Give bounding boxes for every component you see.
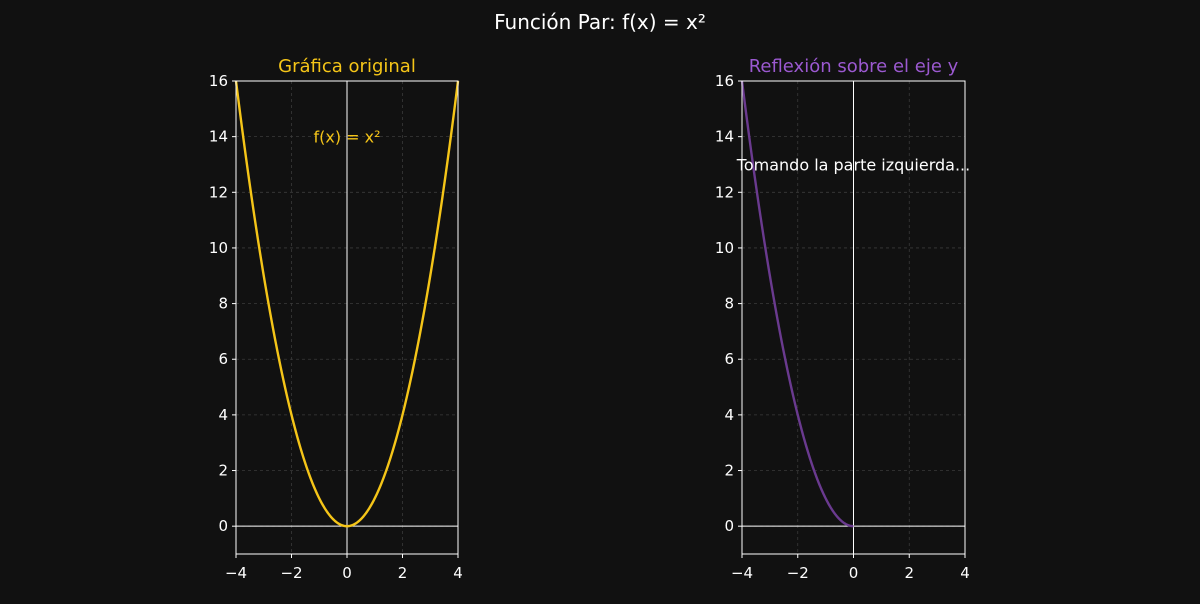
figure-title: Función Par: f(x) = x² xyxy=(494,10,706,34)
y-tick-label: 12 xyxy=(715,183,734,201)
x-tick-label: −4 xyxy=(731,564,753,582)
y-tick-label: 6 xyxy=(724,350,734,368)
x-tick-label: 4 xyxy=(453,564,463,582)
y-tick-label: 2 xyxy=(218,462,228,480)
y-tick-label: 6 xyxy=(218,350,228,368)
subplot-1: −4 −2 0 2 4 0 2 4 6 8 10 12 14 16 Gráfica original f(x)… xyxy=(209,56,463,582)
x-tick-label: 0 xyxy=(342,564,352,582)
y-tick-label: 12 xyxy=(209,183,228,201)
y-tick-label: 4 xyxy=(724,406,734,424)
series-line xyxy=(234,80,460,528)
y-tick-label: 8 xyxy=(218,295,228,313)
annotation: f(x) = x² xyxy=(313,128,380,147)
y-tick-label: 0 xyxy=(218,517,228,535)
series-line xyxy=(740,80,855,528)
x-tick-label: −2 xyxy=(280,564,302,582)
y-tick-label: 16 xyxy=(209,72,228,90)
y-tick-label: 14 xyxy=(715,128,734,146)
x-tick-label: 2 xyxy=(398,564,408,582)
x-tick-label: 2 xyxy=(904,564,914,582)
y-tick-label: 14 xyxy=(209,128,228,146)
subplot-title: Gráfica original xyxy=(278,56,416,77)
x-tick-label: 0 xyxy=(849,564,859,582)
subplot-title: Reflexión sobre el eje y xyxy=(749,56,959,77)
y-tick-label: 10 xyxy=(715,239,734,257)
y-tick-label: 16 xyxy=(715,72,734,90)
x-tick-label: 4 xyxy=(960,564,970,582)
y-tick-label: 10 xyxy=(209,239,228,257)
y-tick-label: 4 xyxy=(218,406,228,424)
subplot-2: −4 −2 0 2 4 0 2 4 6 8 10 12 14 16 Reflexión sobre el e… xyxy=(715,56,970,582)
x-tick-label: −4 xyxy=(225,564,247,582)
y-tick-label: 0 xyxy=(724,517,734,535)
y-tick-label: 8 xyxy=(724,295,734,313)
annotation: Tomando la parte izquierda... xyxy=(736,155,970,174)
y-tick-label: 2 xyxy=(724,462,734,480)
x-tick-label: −2 xyxy=(787,564,809,582)
